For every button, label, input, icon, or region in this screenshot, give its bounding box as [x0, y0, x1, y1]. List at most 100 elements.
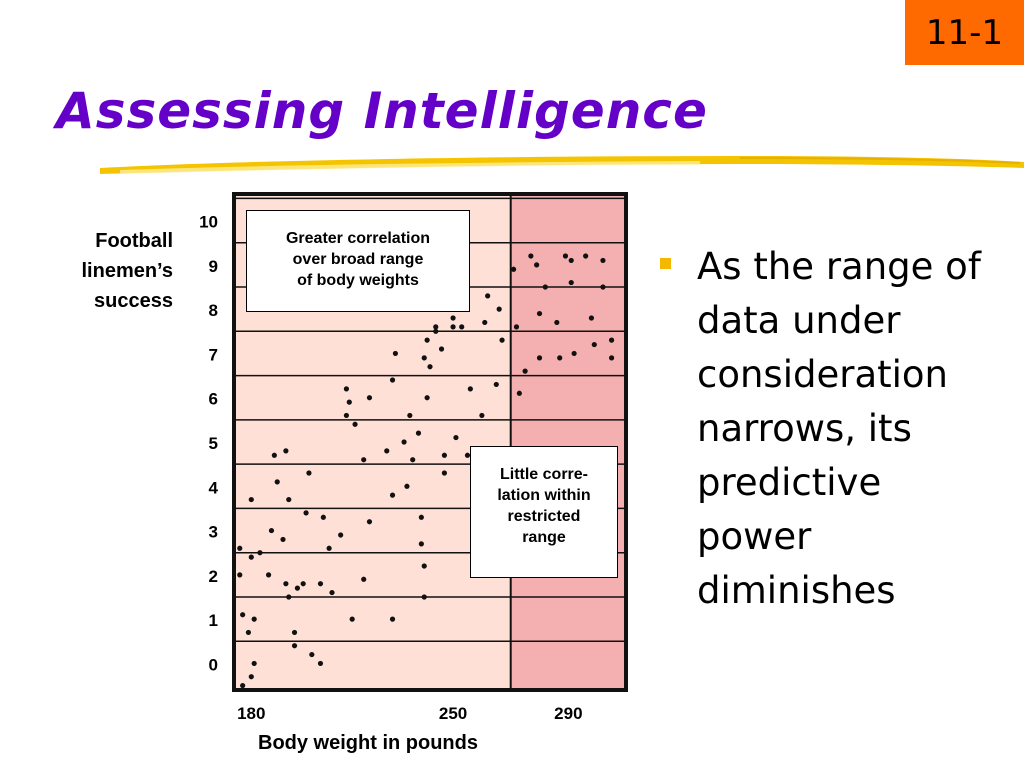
- annotation-line: Greater correlation: [285, 230, 431, 247]
- data-point: [349, 616, 355, 622]
- y-tick-label: 9: [209, 257, 218, 276]
- y-tick-label: 8: [209, 301, 218, 320]
- x-tick-label: 180: [237, 704, 265, 723]
- data-point: [421, 355, 427, 361]
- annotation-line: of body weights: [297, 272, 419, 289]
- annotation-line: lation within: [497, 487, 591, 504]
- bullet-square-icon: [660, 258, 671, 269]
- data-point: [346, 399, 352, 405]
- data-point: [343, 412, 350, 419]
- bullet-line: power: [697, 515, 812, 558]
- data-point: [600, 257, 606, 264]
- data-point: [248, 674, 254, 680]
- data-point: [583, 253, 589, 259]
- data-point: [237, 572, 243, 578]
- y-tick-label: 3: [209, 523, 218, 542]
- data-point: [421, 563, 427, 569]
- data-point: [306, 470, 312, 476]
- data-point: [309, 651, 315, 658]
- data-point: [294, 585, 301, 591]
- data-point: [608, 337, 615, 343]
- data-point: [528, 253, 534, 259]
- data-point: [479, 412, 485, 419]
- data-point: [343, 386, 350, 392]
- data-point: [534, 262, 540, 268]
- data-point: [389, 616, 396, 622]
- x-tick-label: 290: [554, 704, 582, 723]
- data-point: [433, 324, 439, 330]
- greater-correlation-annotation: Greater correlation over broad range of …: [246, 210, 470, 312]
- data-point: [591, 341, 597, 348]
- data-point: [361, 457, 367, 463]
- data-point: [608, 355, 615, 361]
- data-point: [415, 430, 422, 436]
- bullet-line: predictive: [697, 461, 882, 504]
- data-point: [248, 496, 254, 503]
- data-point: [427, 364, 433, 370]
- bullet-text: As the range of data under consideration…: [697, 240, 981, 618]
- data-point: [251, 616, 257, 622]
- data-point: [271, 452, 277, 458]
- x-axis-label: Body weight in pounds: [258, 732, 478, 754]
- bullet-line: consideration: [697, 353, 948, 396]
- data-point: [237, 545, 243, 551]
- y-tick-label: 5: [209, 434, 218, 453]
- data-point: [361, 576, 367, 582]
- data-point: [404, 483, 410, 489]
- data-point: [401, 439, 407, 445]
- data-point: [291, 629, 298, 636]
- bullet-line: diminishes: [697, 569, 896, 612]
- data-point: [557, 355, 563, 361]
- data-point: [251, 660, 257, 667]
- data-point: [554, 319, 560, 326]
- data-point: [536, 310, 543, 317]
- data-point: [600, 284, 606, 290]
- data-point: [283, 581, 289, 587]
- data-point: [366, 519, 373, 525]
- data-point: [326, 545, 332, 551]
- annotation-line: over broad range: [292, 251, 424, 268]
- data-point: [320, 514, 326, 520]
- y-tick-label: 0: [209, 655, 218, 674]
- restricted-range-region: [510, 194, 626, 690]
- data-point: [317, 581, 324, 587]
- slide-number: 11-1: [905, 0, 1024, 65]
- data-point: [283, 448, 289, 454]
- data-point: [516, 390, 522, 396]
- data-point: [453, 434, 459, 441]
- data-point: [245, 629, 252, 636]
- data-point: [499, 337, 505, 343]
- data-point: [571, 350, 577, 357]
- data-point: [482, 319, 488, 326]
- data-point: [392, 350, 399, 357]
- data-point: [441, 452, 448, 458]
- data-point: [268, 527, 275, 534]
- data-point: [424, 395, 430, 401]
- data-point: [366, 395, 373, 401]
- data-point: [329, 589, 335, 596]
- y-axis-label-line: success: [94, 290, 173, 312]
- data-point: [510, 266, 517, 272]
- data-point: [459, 324, 465, 330]
- data-point: [407, 412, 413, 419]
- data-point: [280, 536, 286, 543]
- title-underline-decoration: [100, 156, 1024, 174]
- annotation-line: restricted: [507, 508, 581, 525]
- data-point: [240, 682, 246, 689]
- data-point: [493, 381, 499, 388]
- data-point: [338, 532, 344, 538]
- data-point: [568, 257, 574, 264]
- data-point: [522, 368, 528, 374]
- data-point: [588, 315, 595, 321]
- data-point: [303, 510, 309, 516]
- y-axis-label-line: Football: [95, 230, 173, 252]
- data-point: [240, 612, 246, 618]
- data-point: [286, 594, 292, 600]
- y-tick-label: 7: [209, 345, 218, 364]
- data-point: [418, 514, 424, 520]
- y-axis-label: Football linemen’s success: [30, 226, 173, 316]
- data-point: [438, 346, 445, 352]
- data-point: [389, 492, 396, 498]
- data-point: [536, 355, 543, 361]
- y-tick-label: 1: [209, 611, 218, 630]
